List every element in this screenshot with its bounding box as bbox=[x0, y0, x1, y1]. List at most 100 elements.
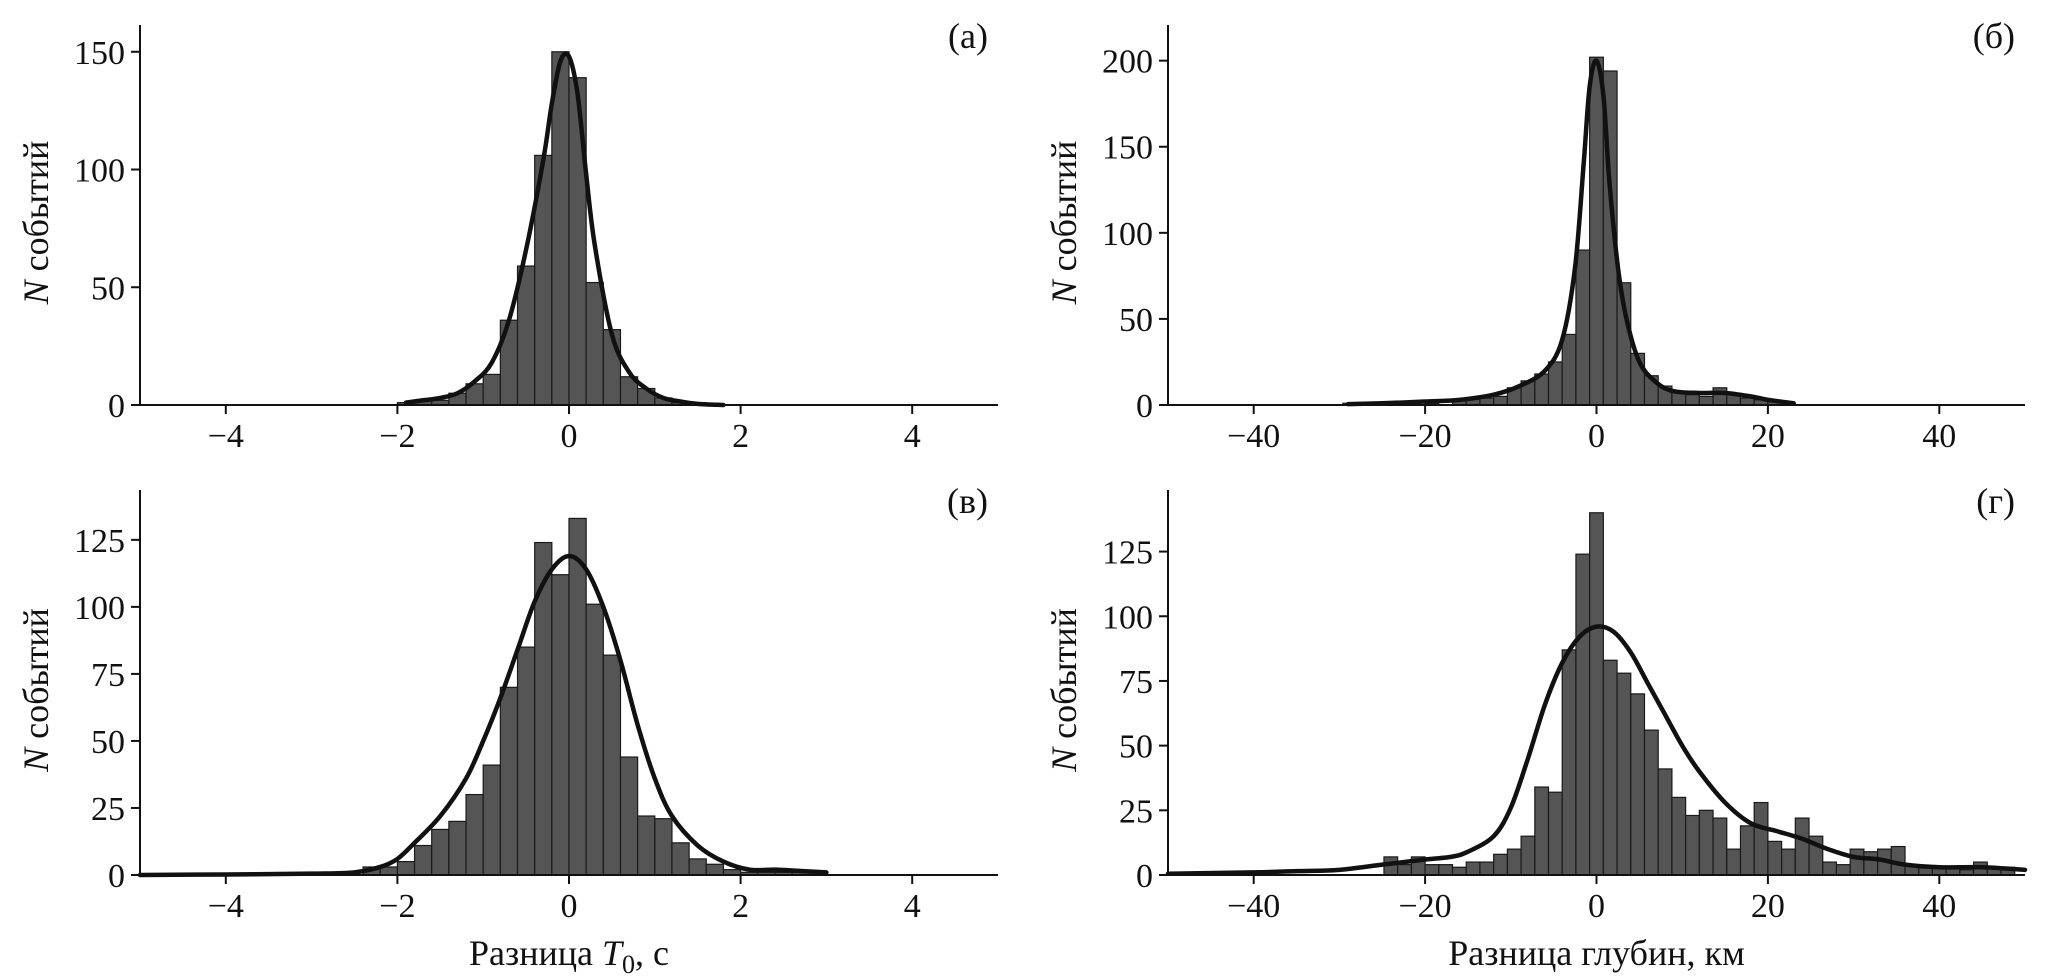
histogram-bar bbox=[551, 51, 570, 406]
histogram-bar bbox=[1835, 864, 1851, 876]
y-tick-label: 25 bbox=[1119, 793, 1153, 830]
y-tick-label: 50 bbox=[91, 270, 125, 307]
histogram-bar bbox=[1465, 861, 1481, 876]
histogram-bar bbox=[516, 646, 536, 876]
histogram-bar bbox=[1575, 553, 1591, 876]
histogram-bar bbox=[551, 574, 570, 876]
panel-v: −4 −2 0 2 4 0 25 50 75 100 125 N событий (в) Разница … bbox=[16, 481, 998, 979]
histogram-bar bbox=[1739, 397, 1755, 406]
histogram-bar bbox=[1781, 848, 1796, 876]
histogram-bar bbox=[1685, 394, 1700, 406]
histogram-bar bbox=[1685, 814, 1700, 876]
histogram-bar bbox=[1602, 659, 1618, 876]
x-tick-label: −2 bbox=[379, 888, 415, 925]
kde-curve bbox=[1345, 58, 1796, 407]
panel-label: (а) bbox=[948, 16, 988, 56]
panel-a: −4 −2 0 2 4 0 50 100 150 N событий (а) bbox=[16, 16, 998, 455]
x-axis-label: Разница T0, с bbox=[469, 933, 669, 979]
histogram-bar bbox=[1794, 817, 1810, 876]
y-tick-label: 100 bbox=[74, 590, 125, 627]
x-tick-label: 40 bbox=[1922, 888, 1956, 925]
histogram-bar bbox=[654, 818, 673, 876]
histogram-bar bbox=[1822, 861, 1838, 876]
x-tick-label: 20 bbox=[1751, 888, 1785, 925]
histogram-bar bbox=[1506, 848, 1522, 876]
histogram-bar bbox=[671, 842, 690, 876]
histogram-bar bbox=[1424, 864, 1440, 876]
x-tick-label: −20 bbox=[1399, 888, 1452, 925]
histogram-bar bbox=[1726, 848, 1742, 876]
x-tick-label: 40 bbox=[1922, 418, 1956, 455]
panel-label: (б) bbox=[1973, 16, 2015, 56]
histogram-bar bbox=[1397, 864, 1412, 876]
y-tick-label: 150 bbox=[74, 35, 125, 72]
histogram-bar bbox=[1589, 56, 1604, 406]
histogram-bar bbox=[431, 828, 450, 876]
x-tick-label: −4 bbox=[208, 418, 244, 455]
y-tick-label: 100 bbox=[1102, 216, 1153, 253]
panel-g: −40 −20 0 20 40 0 25 50 75 100 125 N событий (г) Разн… bbox=[1044, 481, 2028, 973]
histogram-bar bbox=[1712, 387, 1728, 406]
x-axis-label: Разница глубин, км bbox=[1448, 933, 1745, 973]
panel-label: (в) bbox=[947, 481, 988, 521]
histogram-bar bbox=[482, 764, 501, 876]
x-tick-label: −4 bbox=[208, 888, 244, 925]
panel-label: (г) bbox=[1976, 481, 2015, 521]
histogram-bar bbox=[1561, 333, 1577, 406]
histogram-bar bbox=[688, 858, 707, 876]
kde-curve bbox=[403, 51, 726, 408]
histogram-bar bbox=[1493, 395, 1508, 406]
y-tick-label: 25 bbox=[91, 791, 125, 828]
histogram-bar bbox=[1630, 693, 1646, 876]
y-tick-label: 100 bbox=[74, 153, 125, 190]
x-tick-label: 20 bbox=[1751, 418, 1785, 455]
y-tick-label: 125 bbox=[74, 523, 125, 560]
y-axis-label: N событий bbox=[16, 608, 56, 773]
panel-b: −40 −20 0 20 40 0 50 100 150 200 N событий (б) bbox=[1044, 16, 2025, 455]
histogram-bar bbox=[465, 793, 484, 876]
histogram-bar bbox=[568, 77, 587, 406]
histogram-bar bbox=[1712, 817, 1728, 876]
histogram-bar bbox=[1739, 825, 1755, 876]
histogram-bar bbox=[516, 265, 536, 406]
histogram-bar bbox=[1438, 864, 1454, 876]
histogram-bar bbox=[1520, 835, 1536, 876]
histogram-bar bbox=[1767, 840, 1783, 876]
y-tick-label: 75 bbox=[91, 657, 125, 694]
y-axis-label: N событий bbox=[16, 141, 56, 306]
histogram-bar bbox=[568, 517, 587, 876]
x-tick-label: 4 bbox=[904, 888, 921, 925]
x-tick-label: −40 bbox=[1227, 888, 1280, 925]
y-axis-label: N событий bbox=[1044, 608, 1084, 773]
x-tick-label: 0 bbox=[561, 418, 578, 455]
histogram-bar bbox=[1547, 361, 1563, 406]
x-tick-label: −2 bbox=[379, 418, 415, 455]
histogram-bar bbox=[1561, 649, 1577, 876]
histogram-bar bbox=[1547, 791, 1563, 876]
y-axis-label: N событий bbox=[1044, 141, 1084, 306]
histogram-bar bbox=[1671, 796, 1687, 876]
x-tick-label: 0 bbox=[1588, 418, 1605, 455]
y-tick-label: 50 bbox=[1119, 302, 1153, 339]
histogram-bar bbox=[1657, 768, 1673, 876]
y-tick-label: 75 bbox=[1119, 664, 1153, 701]
histogram-bar bbox=[1451, 866, 1467, 876]
kde-curve bbox=[137, 553, 829, 878]
histogram-bar bbox=[1493, 853, 1508, 876]
histogram-bar bbox=[1589, 512, 1604, 876]
histogram-bar bbox=[482, 373, 501, 406]
histogram-bar bbox=[585, 603, 604, 876]
x-tick-label: 2 bbox=[732, 888, 749, 925]
y-tick-label: 0 bbox=[108, 388, 125, 425]
y-tick-label: 0 bbox=[1136, 388, 1153, 425]
histogram-bar bbox=[585, 281, 604, 406]
kde-curve bbox=[1165, 624, 2028, 876]
histogram-bar bbox=[602, 654, 622, 876]
histogram-bar bbox=[1698, 809, 1714, 876]
histogram-bar bbox=[396, 860, 416, 876]
x-tick-label: −20 bbox=[1399, 418, 1452, 455]
y-tick-label: 100 bbox=[1102, 599, 1153, 636]
histogram-bar bbox=[448, 820, 467, 876]
y-tick-label: 50 bbox=[1119, 729, 1153, 766]
